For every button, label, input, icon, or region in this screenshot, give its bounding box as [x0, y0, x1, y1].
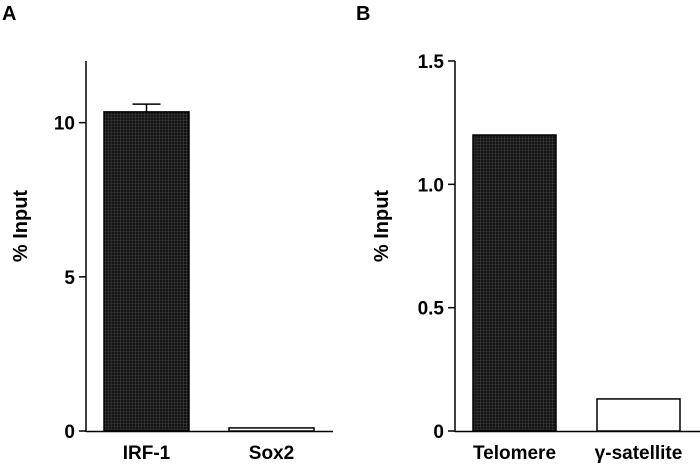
panel-b-y-axis-title: % Input	[371, 190, 393, 263]
panel-a-y-tick-label: 10	[54, 114, 75, 135]
panel-a-category-label: Sox2	[249, 443, 294, 464]
panel-b-category-label: γ-satellite	[595, 443, 683, 464]
panel-a-y-axis-title: % Input	[10, 190, 32, 263]
panel-b-label: B	[356, 3, 370, 25]
panel-b-y-tick-label: 0.5	[418, 299, 445, 320]
panel-b-bar-0	[472, 134, 557, 432]
panel-b-y-tick-label: 0	[433, 422, 444, 443]
panel-a-chart: A 0 5 10 % Input IRF-1 Sox2	[2, 3, 333, 464]
panel-a-category-label: IRF-1	[123, 443, 171, 464]
panel-b-category-label: Telomere	[473, 443, 556, 464]
panel-a-bar-1	[228, 427, 315, 432]
panel-a-label: A	[2, 3, 16, 25]
panel-b-bar-1	[596, 398, 681, 432]
panel-a-y-tick-label: 0	[64, 422, 75, 443]
panel-b-chart: B 0 0.5 1.0 1.5 % Input Telomere γ-satellite	[356, 3, 700, 464]
panel-a-y-tick-label: 5	[64, 268, 75, 289]
panel-b-y-tick-label: 1.0	[418, 175, 444, 196]
panel-b-y-tick-label: 1.5	[418, 52, 445, 73]
panel-a-bar-0	[103, 111, 190, 432]
